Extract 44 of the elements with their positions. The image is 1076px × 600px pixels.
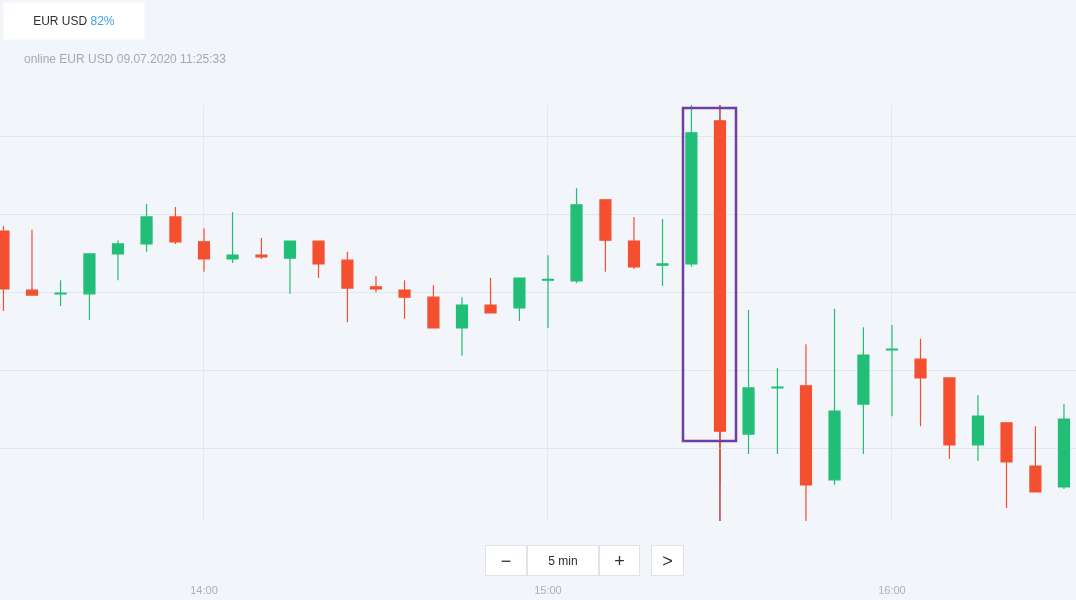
candlestick — [742, 309, 755, 455]
text: + — [614, 550, 625, 571]
candlestick — [226, 211, 239, 264]
candlestick — [140, 203, 153, 253]
candlestick — [513, 277, 526, 322]
candlestick — [599, 198, 612, 273]
candlestick — [484, 277, 497, 314]
text: 5 min — [548, 553, 578, 568]
chart-title: EUR USD 82% — [33, 14, 115, 28]
candlestick — [312, 240, 325, 279]
candlestick — [197, 227, 211, 273]
candlestick — [83, 253, 96, 321]
x-tick-label: 15:00 — [534, 584, 562, 596]
candlestick — [914, 338, 927, 427]
candlestick — [885, 324, 899, 417]
text: > — [662, 550, 673, 571]
text: − — [500, 550, 512, 571]
candlestick — [111, 239, 125, 281]
candlestick — [771, 367, 784, 455]
candlestick — [943, 377, 956, 460]
candlestick — [828, 308, 841, 486]
candlestick — [1000, 422, 1013, 509]
candlestick — [627, 216, 641, 270]
chart-subtitle: online EUR USD 09.07.2020 11:25:33 — [24, 52, 227, 66]
candlestick — [541, 254, 555, 329]
candlestick — [341, 251, 354, 323]
candlestick — [398, 279, 411, 320]
candlestick — [169, 206, 182, 245]
candlestick — [54, 279, 67, 307]
x-tick-label: 16:00 — [878, 584, 906, 596]
candlestick — [283, 240, 297, 295]
candlestick — [570, 187, 583, 284]
candlestick — [1057, 403, 1071, 490]
candlestick — [799, 343, 813, 521]
candlestick — [25, 229, 39, 296]
candlestick — [1029, 425, 1042, 493]
candlestick — [427, 284, 440, 329]
x-tick-label: 14:00 — [190, 584, 218, 596]
candlestick — [971, 394, 985, 462]
candlestick — [369, 275, 383, 293]
candlestick — [656, 218, 669, 287]
candlestick — [455, 296, 469, 357]
candlestick — [857, 326, 870, 455]
candlestick — [685, 105, 698, 268]
